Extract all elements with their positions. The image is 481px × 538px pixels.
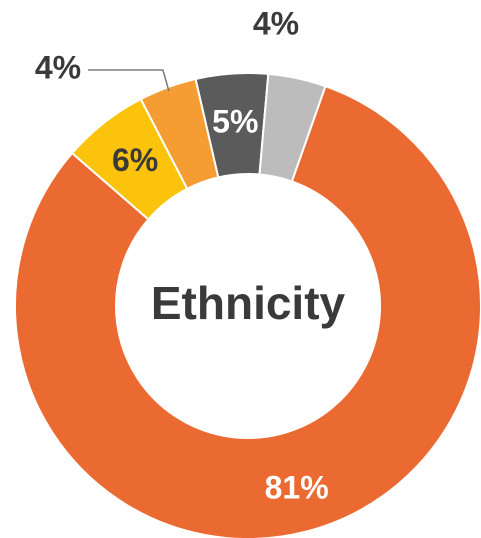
value-labels: 81% 6% 4% 5% 4% xyxy=(35,5,329,505)
leader-line xyxy=(88,69,170,92)
donut-slice xyxy=(14,84,481,538)
slice-value-label: 5% xyxy=(212,103,258,139)
donut-slices xyxy=(14,72,481,538)
slice-value-label: 6% xyxy=(112,142,158,178)
chart-title: Ethnicity xyxy=(151,277,346,329)
leader-lines xyxy=(88,69,170,92)
slice-value-label: 4% xyxy=(35,49,81,85)
donut-slice xyxy=(258,72,327,183)
slice-value-label: 81% xyxy=(265,470,329,506)
slice-value-label: 4% xyxy=(253,5,299,41)
